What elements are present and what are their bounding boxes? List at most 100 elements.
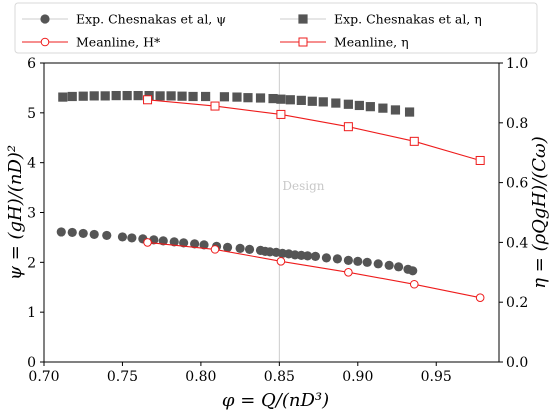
data-point	[143, 238, 152, 247]
x-tick-label: 0.75	[107, 369, 138, 385]
legend-marker	[298, 37, 308, 47]
y-left-tick-label: 6	[27, 56, 36, 72]
data-point	[285, 95, 295, 105]
data-point	[222, 242, 233, 252]
data-point	[393, 262, 404, 272]
legend-label: Meanline, H*	[76, 35, 161, 50]
data-point	[78, 228, 88, 239]
legend-box	[14, 2, 538, 54]
y-right-tick-label: 0.2	[506, 295, 528, 311]
legend-label: Exp. Chesnakas et al, ψ	[76, 12, 226, 27]
series-line	[147, 99, 481, 162]
data-point	[302, 251, 313, 261]
data-point	[310, 251, 321, 261]
data-point	[89, 91, 99, 101]
y-right-tick-label: 0.4	[506, 235, 528, 251]
x-tick-label: 0.95	[421, 369, 452, 385]
x-axis-label: φ = Q/(nD³)	[222, 390, 329, 411]
data-point	[155, 91, 165, 101]
legend-label: Exp. Chesnakas et al, η	[334, 12, 482, 27]
data-point	[343, 255, 353, 265]
data-point	[122, 90, 132, 101]
data-point	[296, 95, 306, 105]
data-point	[56, 227, 66, 237]
data-point	[276, 109, 286, 119]
y-right-tick-label: 0.0	[506, 355, 528, 371]
data-point	[111, 90, 121, 101]
series-line	[147, 241, 481, 299]
data-point	[373, 259, 383, 269]
data-point	[343, 99, 353, 109]
legend-marker	[298, 14, 308, 24]
data-point	[255, 93, 266, 103]
data-point	[219, 92, 230, 102]
data-point	[475, 155, 485, 165]
legend-item: Meanline, η	[280, 35, 409, 50]
data-point	[390, 105, 401, 115]
y-right-tick-label: 0.8	[506, 116, 528, 132]
x-tick-label: 0.85	[264, 369, 295, 385]
data-point	[384, 260, 394, 270]
data-point	[354, 100, 364, 111]
data-point	[353, 256, 363, 266]
data-point	[133, 90, 143, 101]
y-left-tick-label: 4	[27, 156, 36, 172]
y-right-tick-label: 0.6	[506, 176, 528, 192]
data-point	[276, 257, 286, 266]
series-3	[143, 95, 485, 165]
data-point	[100, 91, 110, 101]
data-point	[362, 257, 372, 267]
data-point	[158, 236, 168, 246]
data-point	[210, 245, 220, 254]
data-point	[210, 101, 220, 111]
data-point	[268, 93, 278, 104]
data-point	[409, 279, 419, 289]
plot-frame	[43, 62, 500, 363]
data-point	[321, 253, 332, 263]
data-point	[190, 239, 200, 249]
data-point	[307, 96, 317, 106]
legend: Exp. Chesnakas et al, ψ Exp. Chesnakas et…	[14, 2, 538, 54]
data-point	[276, 94, 286, 104]
legend-marker	[40, 37, 50, 47]
y-right-axis-label: η = (ρQgH)/(Cω)	[529, 136, 550, 288]
data-point	[365, 102, 375, 112]
y-left-tick-label: 1	[27, 305, 36, 321]
data-point	[232, 92, 242, 102]
legend-item: Exp. Chesnakas et al, η	[280, 12, 482, 27]
data-point	[199, 240, 209, 250]
data-point	[117, 232, 128, 242]
y-left-tick-label: 5	[27, 106, 36, 122]
x-tick-label: 0.70	[28, 369, 59, 385]
data-point	[244, 244, 255, 254]
data-point	[409, 136, 419, 146]
data-point	[243, 93, 253, 103]
series-2	[58, 90, 415, 117]
data-point	[58, 92, 68, 102]
y-left-tick-label: 3	[27, 206, 36, 222]
data-point	[475, 293, 485, 303]
data-point	[89, 229, 99, 240]
data-point	[102, 230, 112, 241]
y-right-tick-label: 1.0	[506, 56, 528, 72]
legend-item: Exp. Chesnakas et al, ψ	[22, 12, 226, 27]
data-point	[343, 122, 353, 132]
design-annotation: Design	[282, 179, 324, 193]
data-point	[166, 91, 176, 101]
x-tick-label: 0.90	[342, 369, 373, 385]
legend-item: Meanline, H*	[22, 35, 161, 50]
data-point	[235, 243, 245, 253]
legend-marker	[40, 14, 50, 24]
series-0	[56, 227, 418, 276]
data-point	[169, 237, 179, 247]
y-left-axis-label: ψ = (gH)/(nD)²	[5, 145, 26, 280]
data-point	[188, 91, 198, 102]
data-point	[404, 107, 415, 117]
data-point	[78, 91, 88, 101]
data-point	[378, 103, 388, 113]
legend-label: Meanline, η	[334, 35, 409, 50]
series-1	[143, 238, 485, 303]
y-left-tick-label: 2	[27, 255, 36, 271]
data-point	[331, 98, 341, 108]
